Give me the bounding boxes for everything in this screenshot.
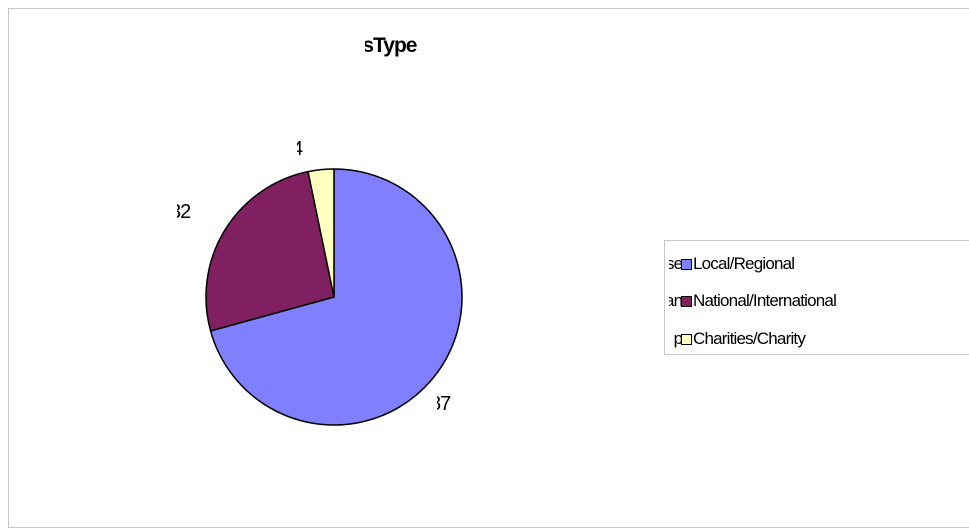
data-label-clip-mask bbox=[290, 135, 297, 159]
chart-legend: ses Local/Regional ans National/Internat… bbox=[664, 240, 969, 355]
legend-swatch-national-international bbox=[681, 295, 692, 307]
legend-label: Charities/Charity bbox=[693, 329, 806, 348]
pie-slice-local-regional bbox=[209, 168, 463, 426]
legend-item-national-international: ans National/International bbox=[669, 290, 837, 312]
legend-label: National/International bbox=[693, 291, 837, 310]
chart-title: sType bbox=[365, 34, 417, 58]
data-label-clip-mask bbox=[428, 390, 437, 414]
pie-slice-national-international bbox=[205, 170, 335, 332]
chart-title-clipped-prefix: s bbox=[365, 34, 373, 57]
data-label-clip-mask bbox=[168, 198, 177, 222]
legend-item-local-regional: ses Local/Regional bbox=[669, 253, 795, 275]
legend-label: Local/Regional bbox=[693, 254, 795, 273]
pie-slice-charities-charity bbox=[307, 168, 335, 298]
chart-title-text: Type bbox=[373, 34, 417, 57]
legend-swatch-local-regional bbox=[681, 258, 692, 270]
legend-swatch-charities-charity bbox=[681, 333, 692, 345]
legend-item-charities-charity: ps Charities/Charity bbox=[669, 328, 806, 350]
